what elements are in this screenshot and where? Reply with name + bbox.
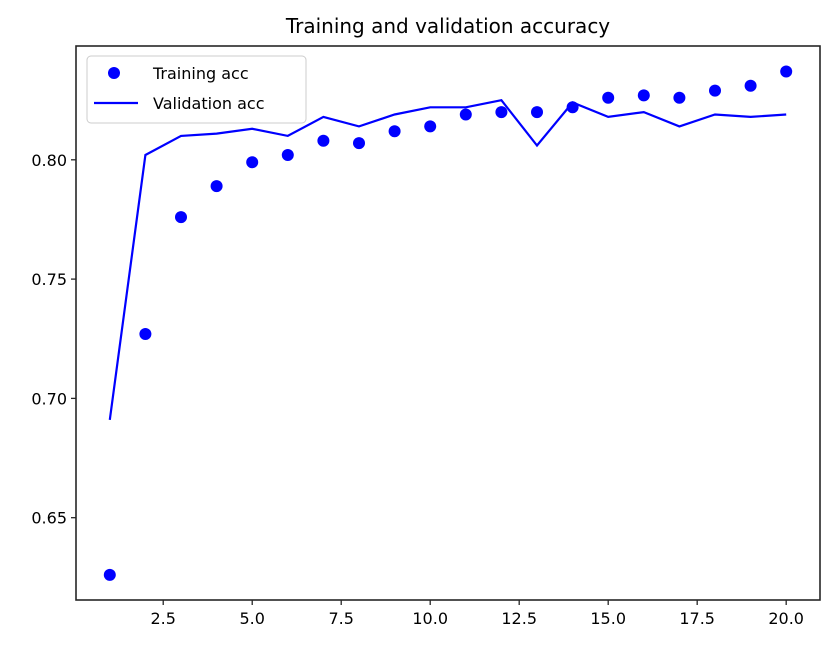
x-tick-label: 17.5 (679, 609, 715, 628)
training-point (744, 79, 757, 92)
plot-area (103, 65, 793, 581)
training-point (175, 211, 187, 224)
training-point (103, 568, 116, 581)
training-point (531, 106, 543, 119)
y-axis: 0.65 0.70 0.75 0.80 (31, 151, 76, 528)
training-point (602, 91, 615, 104)
training-point (210, 180, 223, 193)
y-tick-label: 0.70 (31, 389, 67, 408)
training-point (281, 149, 294, 161)
x-tick-label: 10.0 (412, 609, 448, 628)
y-tick-label: 0.65 (31, 509, 67, 528)
y-tick-label: 0.75 (31, 270, 67, 289)
x-axis: 2.5 5.0 7.5 10.0 12.5 15.0 17.5 20.0 (150, 600, 804, 628)
training-point (317, 134, 330, 147)
training-point (246, 156, 259, 169)
y-tick-label: 0.80 (31, 151, 67, 170)
axes-frame (75, 45, 821, 601)
chart-title: Training and validation accuracy (285, 14, 610, 38)
training-point (388, 125, 401, 138)
x-tick-label: 15.0 (590, 609, 626, 628)
training-point (424, 120, 437, 133)
training-point (673, 91, 686, 104)
x-tick-label: 12.5 (501, 609, 537, 628)
legend-marker-icon (108, 67, 120, 79)
legend-label-validation: Validation acc (153, 94, 265, 113)
legend: Training acc Validation acc (86, 55, 307, 124)
training-point (459, 108, 472, 121)
legend-label-training: Training acc (152, 64, 249, 83)
training-point (353, 137, 365, 150)
legend-box (86, 55, 307, 124)
training-point (780, 65, 793, 78)
training-point (495, 106, 508, 119)
validation-line (108, 98, 787, 421)
training-point (637, 89, 650, 102)
x-tick-label: 7.5 (328, 609, 353, 628)
x-tick-label: 5.0 (239, 609, 264, 628)
training-point (139, 328, 152, 340)
training-point (709, 84, 721, 97)
x-tick-label: 20.0 (768, 609, 804, 628)
x-tick-label: 2.5 (150, 609, 175, 628)
